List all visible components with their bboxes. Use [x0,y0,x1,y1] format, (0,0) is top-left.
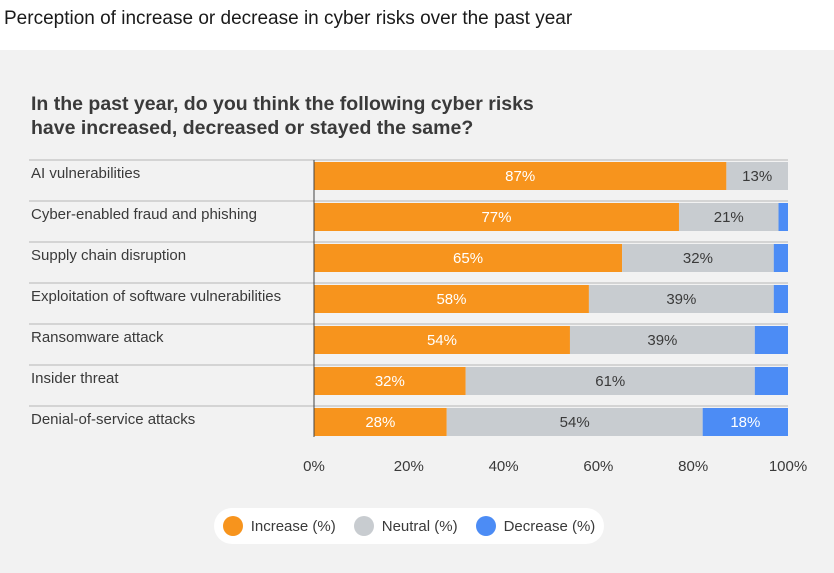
bar-neutral [569,326,755,354]
bar-neutral [446,408,703,436]
data-label-decrease: 18% [730,414,760,431]
chart-legend: Increase (%) Neutral (%) Decrease (%) [214,508,604,544]
data-label-increase: 58% [436,291,466,308]
category-label: AI vulnerabilities [31,165,140,182]
bar-neutral [678,203,779,231]
bar-neutral [588,285,774,313]
x-tick-label: 20% [394,458,424,475]
data-label-increase: 32% [375,373,405,390]
x-tick-label: 60% [583,458,613,475]
chart-panel: In the past year, do you think the follo… [0,50,834,573]
data-label-increase: 28% [365,414,395,431]
legend-label: Increase (%) [250,517,336,535]
legend-item-decrease: Decrease (%) [475,516,596,536]
bar-increase [314,367,466,395]
category-label: Insider threat [31,370,119,387]
legend-item-neutral: Neutral (%) [353,516,458,536]
bar-decrease [778,203,788,231]
data-label-neutral: 39% [666,291,696,308]
bar-neutral [622,244,774,272]
legend-label: Decrease (%) [503,517,596,535]
bar-decrease [773,285,788,313]
data-label-increase: 77% [481,209,511,226]
legend-label: Neutral (%) [381,517,458,535]
bar-decrease [702,408,788,436]
bar-decrease [754,367,788,395]
legend-swatch [222,516,243,536]
legend-swatch [475,516,496,536]
bar-increase [314,285,589,313]
x-tick-label: 40% [489,458,519,475]
data-label-increase: 87% [505,168,535,185]
category-label: Ransomware attack [31,329,164,346]
bar-increase [314,408,447,436]
bar-decrease [754,326,788,354]
chart-title: In the past year, do you think the follo… [31,93,534,139]
bar-neutral [726,162,788,190]
category-label: Cyber-enabled fraud and phishing [31,206,257,223]
category-label: Exploitation of software vulnerabilities [31,288,281,305]
bar-decrease [773,244,788,272]
bar-increase [314,244,623,272]
data-label-neutral: 39% [647,332,677,349]
legend-item-increase: Increase (%) [222,516,336,536]
data-label-increase: 65% [453,250,483,267]
bar-increase [314,203,679,231]
bar-increase [314,326,570,354]
data-label-neutral: 13% [742,168,772,185]
category-label: Denial-of-service attacks [31,411,195,428]
data-label-neutral: 21% [714,209,744,226]
data-label-neutral: 61% [595,373,625,390]
bar-neutral [465,367,755,395]
x-tick-label: 80% [678,458,708,475]
data-label-increase: 54% [427,332,457,349]
bar-increase [314,162,727,190]
data-label-neutral: 32% [683,250,713,267]
x-tick-label: 0% [303,458,325,475]
data-label-neutral: 54% [560,414,590,431]
stacked-bar-chart: AI vulnerabilities 87% 13% Cyber-enabled fr… [29,159,807,475]
category-label: Supply chain disruption [31,247,186,264]
x-tick-label: 100% [769,458,807,475]
page-title: Perception of increase or decrease in cy… [4,8,573,29]
legend-swatch [353,516,374,536]
